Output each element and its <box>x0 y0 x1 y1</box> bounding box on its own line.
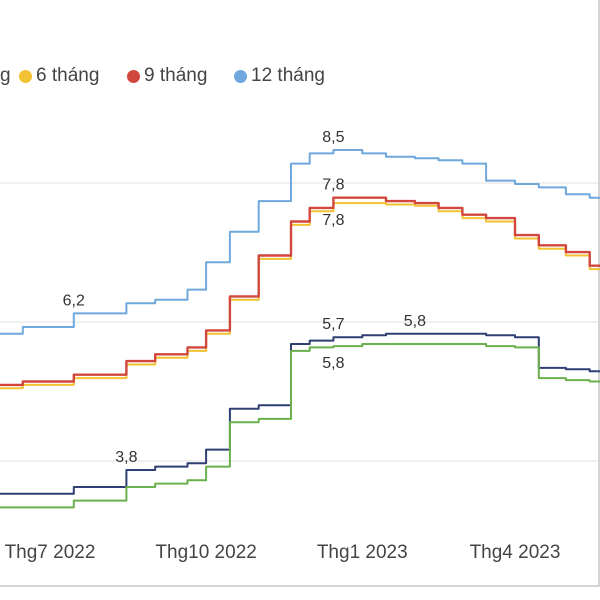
series-line-1 <box>0 343 600 509</box>
legend-item-partial[interactable]: g <box>0 64 11 88</box>
data-label-1: 7,8 <box>322 177 344 194</box>
legend-dot-icon <box>234 69 247 83</box>
series-line-2 <box>0 202 600 390</box>
legend-item-6-thang[interactable]: 6 tháng <box>19 64 99 88</box>
chart-frame <box>0 0 600 587</box>
data-label-3: 6,2 <box>63 292 85 309</box>
data-label-0: 8,5 <box>322 129 344 146</box>
legend-label: 6 tháng <box>36 65 100 86</box>
legend-label-partial: g <box>0 65 11 86</box>
series-line-3 <box>0 196 600 387</box>
legend-dot-icon <box>127 69 140 83</box>
series-line-4 <box>0 149 600 335</box>
x-tick-label-1: Thg10 2022 <box>155 542 256 563</box>
legend-label: 12 tháng <box>251 65 325 86</box>
x-tick-label-2: Thg1 2023 <box>317 542 408 563</box>
x-tick-label-3: Thg4 2023 <box>470 542 561 563</box>
data-label-7: 3,8 <box>115 449 137 466</box>
data-label-4: 5,7 <box>322 316 344 333</box>
x-tick-label-0: Thg7 2022 <box>5 542 96 563</box>
data-label-5: 5,8 <box>404 313 426 330</box>
data-label-6: 5,8 <box>322 355 344 372</box>
legend-item-9-thang[interactable]: 9 tháng <box>127 64 207 88</box>
data-label-2: 7,8 <box>322 212 344 229</box>
series-line-0 <box>0 332 600 495</box>
legend-item-12-thang[interactable]: 12 tháng <box>234 64 325 88</box>
legend-label: 9 tháng <box>144 65 208 86</box>
legend-dot-icon <box>19 69 32 83</box>
